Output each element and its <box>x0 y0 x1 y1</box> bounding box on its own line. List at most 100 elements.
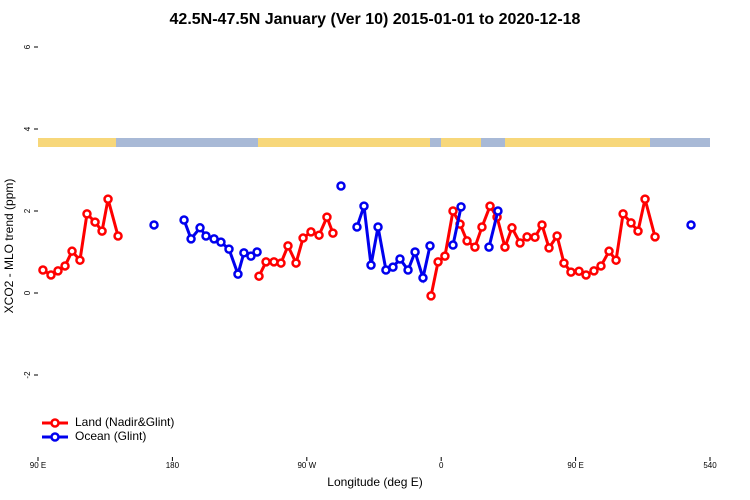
data-point <box>395 254 405 264</box>
data-point <box>261 257 271 267</box>
data-point <box>276 258 286 268</box>
data-point <box>82 209 92 219</box>
data-point <box>298 233 308 243</box>
legend-marker <box>50 432 60 442</box>
data-point <box>462 236 472 246</box>
data-point <box>544 243 554 253</box>
data-point <box>283 241 293 251</box>
data-point <box>291 258 301 268</box>
data-point <box>322 212 332 222</box>
data-point <box>633 226 643 236</box>
data-point <box>410 247 420 257</box>
x-axis-label: Longitude (deg E) <box>327 475 422 489</box>
series-line <box>451 206 463 246</box>
data-point <box>604 246 614 256</box>
data-point <box>306 227 316 237</box>
data-point <box>103 194 113 204</box>
data-point <box>403 265 413 275</box>
data-point <box>366 260 376 270</box>
y-tick-label: -2 <box>23 371 32 379</box>
data-point <box>216 237 226 247</box>
x-tick-label: 180 <box>166 461 180 470</box>
data-point <box>246 251 256 261</box>
data-point <box>46 270 56 280</box>
y-tick-label: 6 <box>23 44 32 49</box>
series-line <box>487 210 500 248</box>
data-point <box>522 232 532 242</box>
data-point <box>426 291 436 301</box>
data-point <box>314 230 324 240</box>
data-point <box>537 220 547 230</box>
data-point <box>418 273 428 283</box>
data-point <box>201 231 211 241</box>
data-point <box>239 248 249 258</box>
data-point <box>149 220 159 230</box>
data-point <box>686 220 696 230</box>
x-tick-label: 90 E <box>30 461 46 470</box>
legend-label: Ocean (Glint) <box>75 429 146 443</box>
data-point <box>254 271 264 281</box>
x-tick-label: 90 W <box>297 461 316 470</box>
data-point <box>477 222 487 232</box>
x-tick-label: 90 E <box>567 461 583 470</box>
series-line <box>182 219 258 280</box>
land-band <box>441 138 481 147</box>
y-tick-label: 2 <box>23 208 32 213</box>
data-point <box>113 231 123 241</box>
data-point <box>388 262 398 272</box>
legend-marker <box>50 418 60 428</box>
y-tick-label: 0 <box>23 290 32 295</box>
data-point <box>626 218 636 228</box>
data-point <box>60 261 70 271</box>
data-point <box>530 232 540 242</box>
data-point <box>252 247 262 257</box>
data-point <box>515 238 525 248</box>
data-point <box>559 258 569 268</box>
x-tick-label: 0 <box>439 461 444 470</box>
data-point <box>233 269 243 279</box>
data-point <box>500 242 510 252</box>
data-point <box>589 266 599 276</box>
data-point <box>38 265 48 275</box>
data-point <box>440 251 450 261</box>
data-point <box>373 222 383 232</box>
data-point <box>574 266 584 277</box>
data-point <box>328 228 338 238</box>
chart-title: 42.5N-47.5N January (Ver 10) 2015-01-01 … <box>170 11 581 28</box>
data-point <box>566 267 576 277</box>
data-point <box>581 270 591 280</box>
data-point <box>611 255 621 265</box>
data-point <box>186 234 196 244</box>
data-point <box>493 206 503 216</box>
data-point <box>552 231 562 241</box>
data-point <box>352 222 362 232</box>
data-point <box>97 226 107 236</box>
data-point <box>195 223 205 233</box>
data-point <box>650 232 660 242</box>
data-point <box>179 215 189 225</box>
data-point <box>456 202 466 212</box>
data-point <box>359 201 369 211</box>
data-point <box>75 255 85 265</box>
data-point <box>67 246 77 256</box>
data-point <box>596 261 606 271</box>
data-point <box>640 194 650 204</box>
data-point <box>90 217 100 227</box>
data-point <box>425 241 435 251</box>
legend-label: Land (Nadir&Glint) <box>75 415 174 429</box>
data-point <box>470 242 480 252</box>
y-axis-label: XCO2 - MLO trend (ppm) <box>2 179 16 314</box>
land-band <box>258 138 430 147</box>
x-tick-label: 540 <box>703 461 717 470</box>
data-point <box>433 257 443 267</box>
land-band <box>505 138 650 147</box>
data-point <box>448 240 458 250</box>
data-point <box>618 209 628 219</box>
data-point <box>53 266 63 276</box>
data-point <box>224 244 234 254</box>
land-ocean-band <box>38 138 710 147</box>
data-point <box>448 206 458 216</box>
data-point <box>336 181 346 191</box>
legend: Land (Nadir&Glint)Ocean (Glint) <box>42 415 174 443</box>
